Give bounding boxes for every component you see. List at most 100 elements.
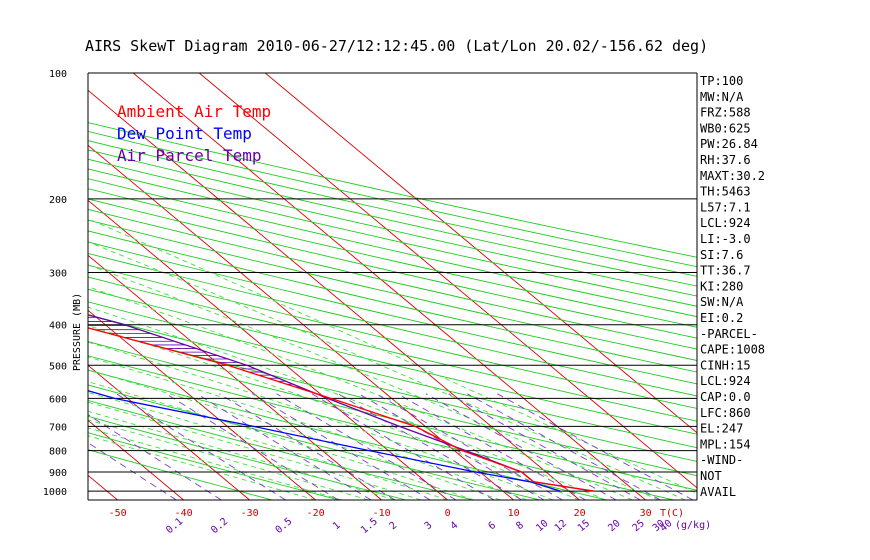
moist-adiabat-line [88, 435, 316, 500]
isotherm-line [0, 73, 52, 500]
mixing-ratio-tick-label: 1 [331, 520, 343, 532]
bottom-temp-tick-label: 10 [508, 508, 520, 519]
bottom-temp-tick-label: -20 [307, 508, 325, 519]
mixing-ratio-line [397, 393, 586, 500]
dry-adiabat-line [88, 140, 697, 277]
dry-adiabat-line [88, 149, 697, 287]
index-entry: AVAIL [700, 485, 736, 499]
dry-adiabat-line [88, 178, 697, 318]
bottom-temp-tick-label: -10 [373, 508, 391, 519]
dry-adiabat-line [88, 288, 697, 435]
dry-adiabat-line [88, 198, 697, 339]
index-entry: SW:N/A [700, 295, 744, 309]
pressure-tick-label: 300 [49, 269, 67, 280]
dry-adiabat-line [88, 384, 541, 500]
mixing-ratio-unit-label: (g/kg) [675, 520, 711, 531]
mixing-ratio-line [252, 393, 431, 500]
isotherm-line [88, 199, 448, 500]
dry-adiabat-line [88, 131, 697, 268]
mixing-ratio-tick-label: 3 [423, 520, 435, 532]
bottom-temp-tick-label: -40 [175, 508, 193, 519]
index-entry: -WIND- [700, 453, 743, 467]
mixing-ratio-line [219, 393, 396, 500]
mixing-ratio-line [467, 393, 661, 500]
dry-adiabat-line [88, 208, 697, 350]
moist-adiabat-line [88, 264, 659, 500]
pressure-tick-label: 100 [49, 69, 67, 80]
dew-point-temp-line [88, 389, 561, 492]
isotherm-line [132, 73, 646, 500]
dry-adiabat-line [88, 341, 697, 491]
bottom-temp-tick-label: -30 [241, 508, 259, 519]
mixing-ratio-tick-label: 0.2 [209, 516, 230, 536]
dry-adiabat-line [88, 399, 474, 500]
index-entry: NOT [700, 469, 722, 483]
dry-adiabat-line [88, 276, 697, 422]
index-entry: FRZ:588 [700, 106, 751, 120]
index-entry: WB0:625 [700, 121, 751, 135]
mixing-ratio-tick-label: 20 [606, 518, 622, 534]
mixing-ratio-line [165, 393, 339, 500]
bottom-temp-tick-label: 0 [445, 508, 451, 519]
index-entry: EL:247 [700, 422, 743, 436]
index-entry: CAPE:1008 [700, 343, 765, 357]
dry-adiabat-line [88, 188, 697, 328]
ambient-air-temp-line [88, 327, 595, 492]
dry-adiabat-line [88, 264, 697, 409]
index-entry: CAP:0.0 [700, 390, 751, 404]
index-entry: LCL:924 [700, 374, 751, 388]
mixing-ratio-line [196, 393, 372, 500]
bottom-temp-tick-label: -50 [109, 508, 127, 519]
moist-adiabat-line [88, 419, 369, 500]
moist-adiabat-line [88, 410, 395, 500]
isotherm-line [198, 73, 697, 489]
dry-adiabat-line [88, 355, 674, 500]
mixing-ratio-tick-label: 12 [553, 518, 569, 534]
mixing-ratio-line [358, 393, 545, 500]
mixing-ratio-line [337, 393, 523, 500]
mixing-ratio-tick-label: 15 [576, 518, 592, 534]
mixing-ratio-tick-label: 25 [631, 518, 647, 534]
dry-adiabat-line [88, 327, 697, 477]
isotherm-line [88, 364, 250, 500]
pressure-tick-label: 600 [49, 394, 67, 405]
chart-title: AIRS SkewT Diagram 2010-06-27/12:12:45.0… [85, 37, 708, 55]
dry-adiabat-line [88, 314, 697, 462]
pressure-tick-label: 500 [49, 361, 67, 372]
pressure-tick-label: 800 [49, 447, 67, 458]
temp-unit-label: T(C) [660, 508, 684, 519]
pressure-tick-label: 700 [49, 422, 67, 433]
dry-adiabat-line [88, 122, 697, 258]
index-entry: -PARCEL- [700, 327, 758, 341]
mixing-ratio-line [88, 442, 177, 500]
moist-adiabat-line [88, 369, 501, 500]
moist-adiabat-line [88, 401, 422, 500]
mixing-ratio-line [375, 393, 563, 500]
index-entry: RH:37.6 [700, 153, 751, 167]
mixing-ratio-tick-label: 6 [487, 520, 499, 532]
moist-adiabat-line [88, 325, 580, 500]
dry-adiabat-line [88, 241, 697, 385]
mixing-ratio-line [311, 393, 495, 500]
index-entry: MW:N/A [700, 90, 744, 104]
mixing-ratio-tick-label: 0.5 [274, 516, 295, 536]
mixing-ratio-line [497, 393, 694, 500]
moist-adiabat-line [88, 241, 686, 500]
index-entry: TT:36.7 [700, 264, 751, 278]
isotherm-line [88, 419, 184, 500]
bottom-temp-tick-label: 30 [640, 508, 652, 519]
pressure-tick-label: 1000 [43, 487, 67, 498]
isotherm-line [264, 73, 697, 434]
moist-adiabat-line [88, 356, 527, 500]
index-entry: TP:100 [700, 74, 743, 88]
dry-adiabat-line [88, 252, 697, 397]
moist-adiabat-line [88, 391, 448, 500]
moist-adiabat-line [88, 306, 607, 500]
plot-area [0, 73, 697, 500]
index-entry: LFC:860 [700, 406, 751, 420]
mixing-ratio-line [448, 393, 641, 500]
dry-adiabat-line [88, 158, 697, 297]
index-entry: L57:7.1 [700, 200, 751, 214]
mixing-ratio-tick-label: 10 [534, 518, 550, 534]
